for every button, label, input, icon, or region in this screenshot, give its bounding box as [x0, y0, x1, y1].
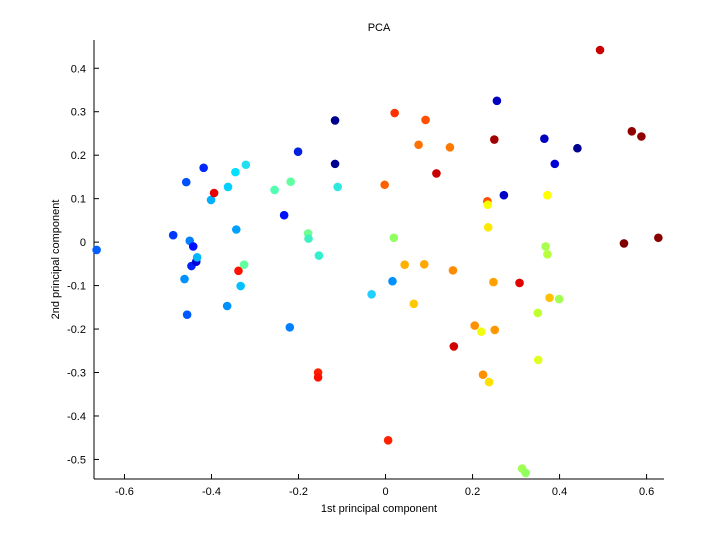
- data-point: [484, 377, 494, 387]
- data-point: [231, 225, 241, 234]
- data-point: [492, 96, 502, 106]
- data-point: [231, 167, 240, 177]
- data-point: [236, 281, 245, 291]
- data-point: [182, 310, 192, 320]
- y-tick-label: 0.1: [71, 194, 86, 206]
- data-point: [490, 135, 499, 144]
- data-point: [499, 190, 509, 200]
- data-point: [448, 266, 458, 275]
- data-point: [241, 160, 251, 170]
- data-point: [543, 190, 552, 200]
- data-point: [554, 294, 564, 304]
- data-point: [330, 159, 340, 169]
- y-tick-label: -0.3: [67, 368, 86, 380]
- data-point: [490, 325, 500, 335]
- data-point: [421, 115, 430, 125]
- data-point: [445, 143, 455, 152]
- y-tick-label: 0.3: [71, 107, 86, 119]
- y-tick-label: -0.2: [67, 324, 86, 336]
- y-tick-label: 0: [80, 237, 86, 249]
- data-point: [449, 342, 459, 351]
- data-point: [541, 242, 550, 251]
- data-point: [206, 195, 216, 205]
- data-point: [209, 188, 219, 198]
- x-tick-label: 0.4: [552, 486, 567, 498]
- data-point: [270, 185, 279, 195]
- data-point: [192, 253, 202, 262]
- data-point: [293, 147, 303, 157]
- y-tick-label: -0.5: [67, 454, 86, 466]
- data-point: [367, 289, 376, 299]
- x-tick-label: 0.2: [465, 486, 480, 498]
- data-point: [304, 234, 313, 243]
- x-tick-label: -0.6: [115, 486, 134, 498]
- x-tick-label: 0.6: [639, 486, 654, 498]
- data-point: [92, 245, 101, 255]
- data-point: [239, 260, 249, 270]
- data-point: [533, 308, 543, 318]
- data-point: [543, 249, 552, 259]
- data-point: [181, 177, 191, 187]
- x-tick-label: -0.2: [289, 486, 308, 498]
- data-point: [533, 355, 543, 365]
- data-point: [314, 251, 324, 260]
- data-point: [409, 299, 419, 309]
- data-point: [483, 223, 493, 232]
- data-point: [286, 177, 295, 186]
- data-point: [222, 301, 232, 311]
- data-point: [380, 180, 389, 190]
- data-points: [92, 45, 663, 478]
- y-tick-label: 0.2: [71, 150, 86, 162]
- data-point: [654, 233, 663, 243]
- data-point: [390, 108, 399, 118]
- data-point: [470, 321, 480, 330]
- data-point: [521, 468, 530, 478]
- axes: [93, 40, 664, 480]
- y-tick-label: -0.1: [67, 281, 86, 293]
- y-axis-label: 2nd principal component: [50, 200, 62, 320]
- data-point: [389, 233, 399, 243]
- data-point: [414, 140, 423, 150]
- data-point: [199, 163, 208, 173]
- data-point: [285, 323, 295, 332]
- x-axis-label: 1st principal component: [321, 503, 437, 515]
- data-point: [313, 372, 323, 382]
- ticks: -0.6 -0.4 -0.2 0 0.2 0.4 0.6 0.4 0.3 0.2 0.1 0 -0.1 -…: [67, 63, 654, 498]
- data-point: [188, 242, 198, 251]
- data-point: [489, 277, 498, 287]
- data-point: [333, 182, 342, 192]
- data-point: [550, 159, 560, 169]
- data-point: [330, 116, 340, 125]
- data-point: [419, 259, 429, 269]
- data-point: [619, 239, 629, 248]
- data-point: [637, 132, 646, 141]
- data-point: [478, 370, 488, 379]
- data-point: [573, 143, 582, 153]
- data-point: [540, 134, 549, 143]
- data-point: [383, 436, 393, 445]
- data-point: [595, 45, 605, 55]
- data-point: [223, 182, 233, 192]
- data-point: [545, 293, 554, 303]
- y-tick-label: 0.4: [71, 63, 86, 75]
- chart-title: PCA: [368, 22, 391, 34]
- data-point: [279, 210, 289, 220]
- y-tick-label: -0.4: [67, 411, 86, 423]
- x-tick-label: -0.4: [202, 486, 221, 498]
- data-point: [515, 278, 524, 288]
- data-point: [180, 274, 189, 284]
- data-point: [400, 260, 409, 270]
- x-tick-label: 0: [382, 486, 388, 498]
- data-point: [234, 266, 243, 276]
- data-point: [388, 276, 397, 286]
- data-point: [627, 126, 637, 136]
- data-point: [476, 327, 486, 336]
- data-point: [168, 230, 178, 240]
- data-point: [483, 200, 493, 210]
- data-point: [432, 169, 441, 178]
